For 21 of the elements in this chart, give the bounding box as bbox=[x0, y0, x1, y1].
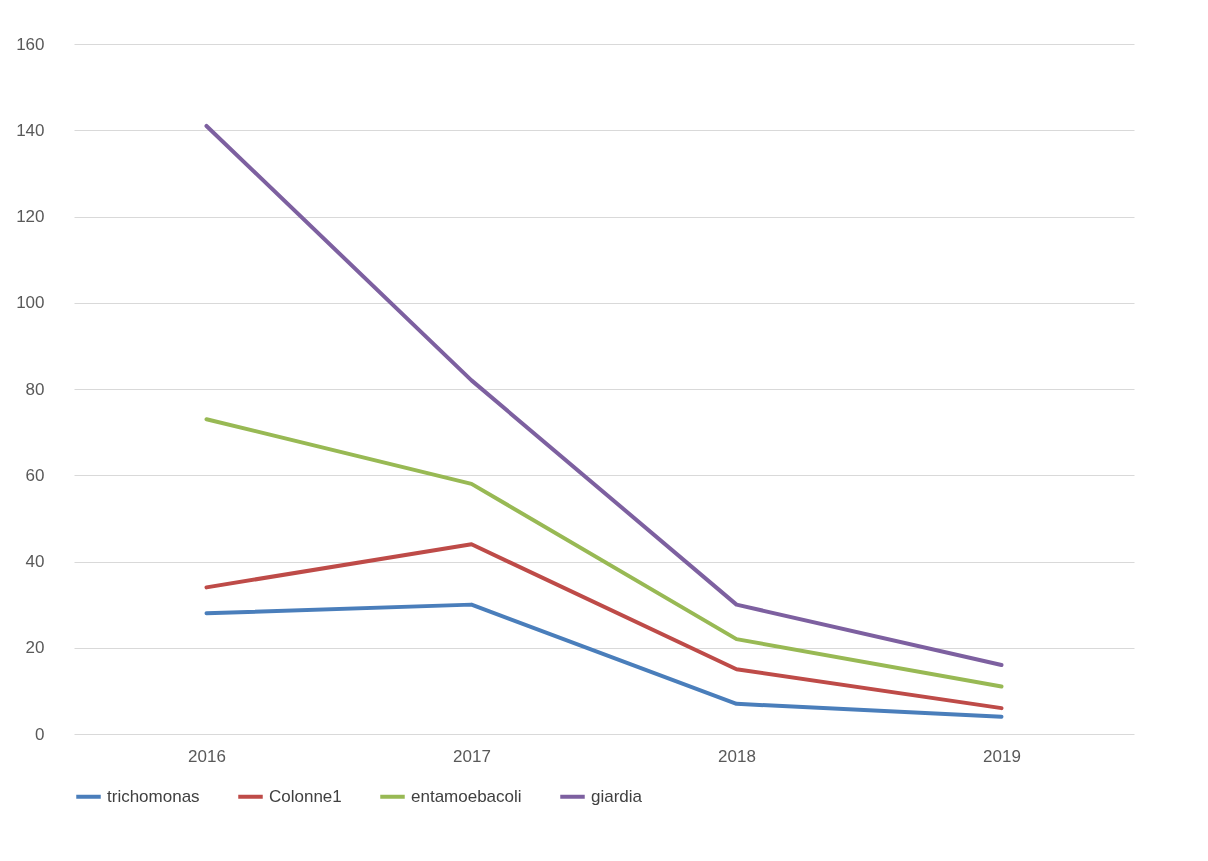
y-tick-label: 80 bbox=[25, 379, 45, 399]
legend-label: entamoebacoli bbox=[411, 786, 522, 806]
line-series bbox=[204, 602, 1004, 719]
x-tick-label: 2018 bbox=[718, 746, 756, 766]
y-tick-label: 0 bbox=[35, 724, 45, 744]
y-tick-label: 120 bbox=[16, 207, 45, 226]
y-tick-label: 40 bbox=[25, 552, 45, 571]
line-series bbox=[204, 542, 1004, 711]
y-tick-label: 160 bbox=[16, 34, 45, 54]
y-tick-label: 140 bbox=[16, 120, 45, 140]
legend-label: giardia bbox=[591, 786, 643, 806]
y-tick-label: 100 bbox=[16, 293, 45, 313]
legend-label: trichomonas bbox=[107, 786, 200, 806]
x-tick-label: 2019 bbox=[983, 746, 1021, 766]
x-tick-label: 2016 bbox=[188, 746, 226, 766]
x-tick-label: 2017 bbox=[453, 746, 491, 766]
y-tick-label: 20 bbox=[25, 638, 45, 658]
line-series bbox=[204, 417, 1004, 689]
line-series bbox=[204, 123, 1004, 667]
legend-label: Colonne1 bbox=[269, 786, 342, 806]
y-tick-label: 60 bbox=[25, 465, 45, 485]
